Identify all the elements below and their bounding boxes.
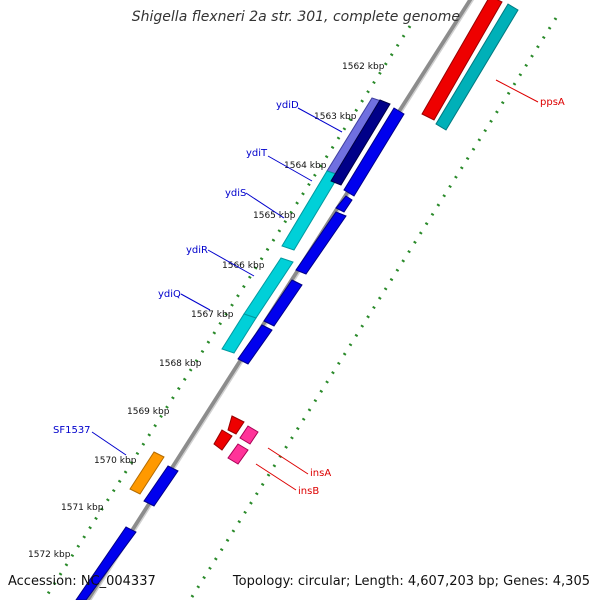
cds-insA[interactable] xyxy=(239,425,259,445)
cds-ydiS[interactable] xyxy=(295,211,347,275)
forward-gene-labels: ydiD ydiT ydiS ydiR ydiQ SF1537 xyxy=(53,100,343,456)
cds-ydiT[interactable] xyxy=(335,195,353,213)
gene-label-ydiD[interactable]: ydiD xyxy=(276,100,299,111)
map-title: Shigella flexneri 2a str. 301, complete … xyxy=(131,9,460,25)
tick-label: 1567 kbp xyxy=(191,310,234,320)
tick-label: 1564 kbp xyxy=(284,161,327,171)
leader-line xyxy=(255,463,297,491)
leader-line xyxy=(245,192,285,219)
forward-outer-features xyxy=(129,97,385,495)
gene-label-ppsA[interactable]: ppsA xyxy=(540,97,565,108)
cds-insA-2[interactable] xyxy=(213,429,233,451)
cds-ppsA[interactable] xyxy=(421,0,503,121)
tick-label: 1572 kbp xyxy=(28,550,71,560)
gene-label-ydiQ[interactable]: ydiQ xyxy=(158,289,181,300)
gene-label-SF1537[interactable]: SF1537 xyxy=(53,425,91,436)
cds-lower[interactable] xyxy=(75,526,137,600)
leader-line xyxy=(267,447,309,475)
cds-ydiD[interactable] xyxy=(330,99,391,186)
tick-label: 1570 kbp xyxy=(94,456,137,466)
leader-line xyxy=(297,107,343,133)
tick-label: 1562 kbp xyxy=(342,62,385,72)
reverse-gene-labels: ppsA insA insB xyxy=(255,79,565,497)
gene-label-insA[interactable]: insA xyxy=(310,468,331,479)
gene-label-ydiT[interactable]: ydiT xyxy=(246,148,268,159)
tick-label: 1569 kbp xyxy=(127,407,170,417)
tick-label: 1571 kbp xyxy=(61,503,104,513)
cds-SF1537[interactable] xyxy=(143,465,179,507)
tick-label: 1568 kbp xyxy=(159,359,202,369)
gene-label-ydiR[interactable]: ydiR xyxy=(186,245,208,256)
reverse-features xyxy=(213,0,519,465)
inner-dotted-track xyxy=(188,17,558,600)
feature-ydiQ-outer[interactable] xyxy=(221,313,257,354)
gene-label-ydiS[interactable]: ydiS xyxy=(225,188,246,199)
feature-ppsA-inner[interactable] xyxy=(435,3,519,131)
cds-ydiD-2[interactable] xyxy=(343,107,405,197)
leader-line xyxy=(207,249,255,277)
feature-SF1537-outer[interactable] xyxy=(129,451,165,495)
accession-text: Accession: NC_004337 xyxy=(8,574,156,589)
tick-label: 1563 kbp xyxy=(314,112,357,122)
scale-ticks: 1562 kbp 1563 kbp 1564 kbp 1565 kbp 1566… xyxy=(28,62,385,560)
leader-line xyxy=(180,293,211,311)
cds-insA-1[interactable] xyxy=(227,415,245,435)
tick-label: 1566 kbp xyxy=(222,261,265,271)
gene-label-insB[interactable]: insB xyxy=(298,486,319,497)
cds-ydiQ[interactable] xyxy=(237,324,273,365)
leader-line xyxy=(495,79,539,103)
cds-ydiR[interactable] xyxy=(263,279,303,327)
genome-summary-text: Topology: circular; Length: 4,607,203 bp… xyxy=(232,574,590,589)
cds-insB[interactable] xyxy=(227,443,249,465)
leader-line xyxy=(267,155,313,182)
leader-line xyxy=(91,431,127,456)
forward-inner-features xyxy=(75,99,405,600)
tick-label: 1565 kbp xyxy=(253,211,296,221)
